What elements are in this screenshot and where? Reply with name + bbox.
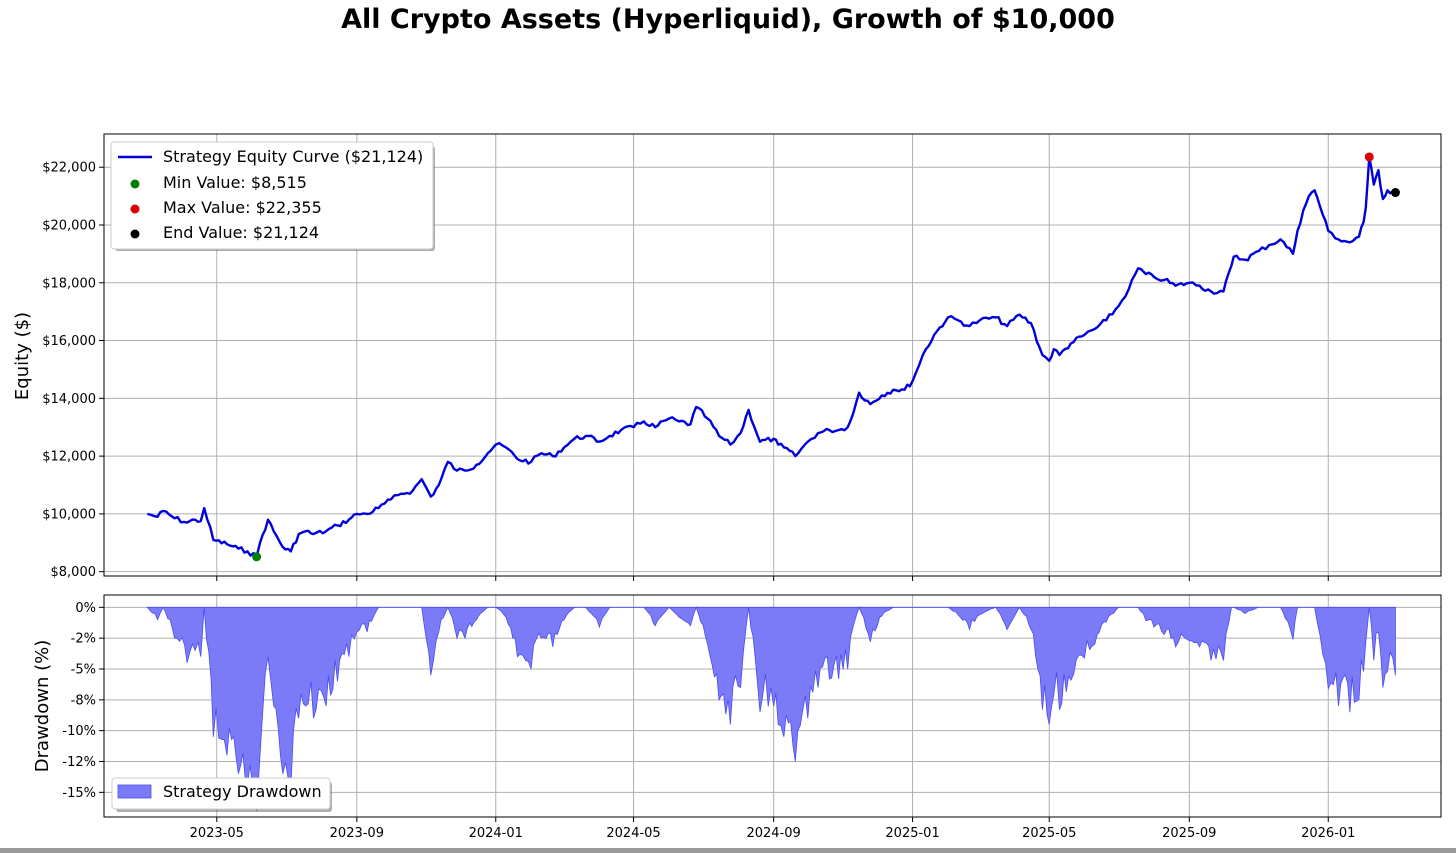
legend-drawdown: Strategy Drawdown [163,782,322,801]
x-tick-label: 2024-01 [469,826,523,841]
equity-y-tick-label: $20,000 [42,219,96,234]
drawdown-area [146,606,1396,811]
legend-max-dot [130,204,140,214]
legend-min-value: Min Value: $8,515 [163,173,307,192]
drawdown-panel: 0% -2% -5% -8% -10% -12% -15% Drawdown (%) Str… [32,594,1442,841]
drawdown-y-tick-label: -12% [62,755,96,770]
equity-y-axis-label: Equity ($) [12,312,33,400]
marker-end [1390,188,1400,198]
equity-plot-frame [103,133,1442,577]
legend-end-value: End Value: $21,124 [163,223,319,242]
drawdown-y-tick-label: -15% [62,786,96,801]
chart-title: All Crypto Assets (Hyperliquid), Growth … [341,4,1115,35]
x-tick-label: 2023-05 [190,826,244,841]
legend-end-dot [130,229,140,239]
x-tick-label: 2024-09 [746,826,800,841]
drawdown-y-ticks: 0% -2% -5% -8% -10% -12% -15% [62,601,104,801]
equity-y-tick-label: $22,000 [42,161,96,176]
equity-y-tick-label: $14,000 [42,392,96,407]
drawdown-y-tick-label: -2% [71,632,96,647]
drawdown-y-axis-label: Drawdown (%) [32,640,53,772]
equity-y-tick-label: $16,000 [42,334,96,349]
equity-markers [252,152,1400,562]
marker-min [252,552,262,562]
equity-y-tick-label: $10,000 [42,507,96,522]
legend-min-dot [130,179,140,189]
equity-y-tick-label: $18,000 [42,276,96,291]
x-tick-label: 2025-01 [885,826,939,841]
drawdown-y-tick-label: -8% [71,693,96,708]
legend-area-swatch [117,784,152,799]
drawdown-y-tick-label: -5% [71,663,96,678]
equity-curve-line [146,155,1396,558]
drawdown-y-tick-label: -10% [62,724,96,739]
x-tick-label: 2026-01 [1301,826,1355,841]
equity-panel: $8,000 $10,000 $12,000 $14,000 $16,000 $18,00… [12,133,1442,581]
x-tick-label: 2025-05 [1022,826,1076,841]
equity-legend: Strategy Equity Curve ($21,124) Min Valu… [110,141,435,251]
x-axis-ticks: 2023-05 2023-09 2024-01 2024-05 2024-09 2025-… [190,826,1356,841]
x-tick-label: 2024-05 [606,826,660,841]
drawdown-legend: Strategy Drawdown [111,777,332,812]
x-tick-label: 2025-09 [1162,826,1216,841]
drawdown-plot-frame [103,594,1442,818]
marker-max [1364,152,1374,162]
legend-equity-curve: Strategy Equity Curve ($21,124) [163,147,423,166]
window-bottom-edge [0,848,1456,853]
equity-y-tick-label: $12,000 [42,450,96,465]
drawdown-y-tick-label: 0% [75,601,96,616]
equity-y-ticks: $8,000 $10,000 $12,000 $14,000 $16,000 $18,00… [42,161,104,580]
equity-y-tick-label: $8,000 [51,565,97,580]
legend-max-value: Max Value: $22,355 [163,198,322,217]
x-tick-label: 2023-09 [330,826,384,841]
